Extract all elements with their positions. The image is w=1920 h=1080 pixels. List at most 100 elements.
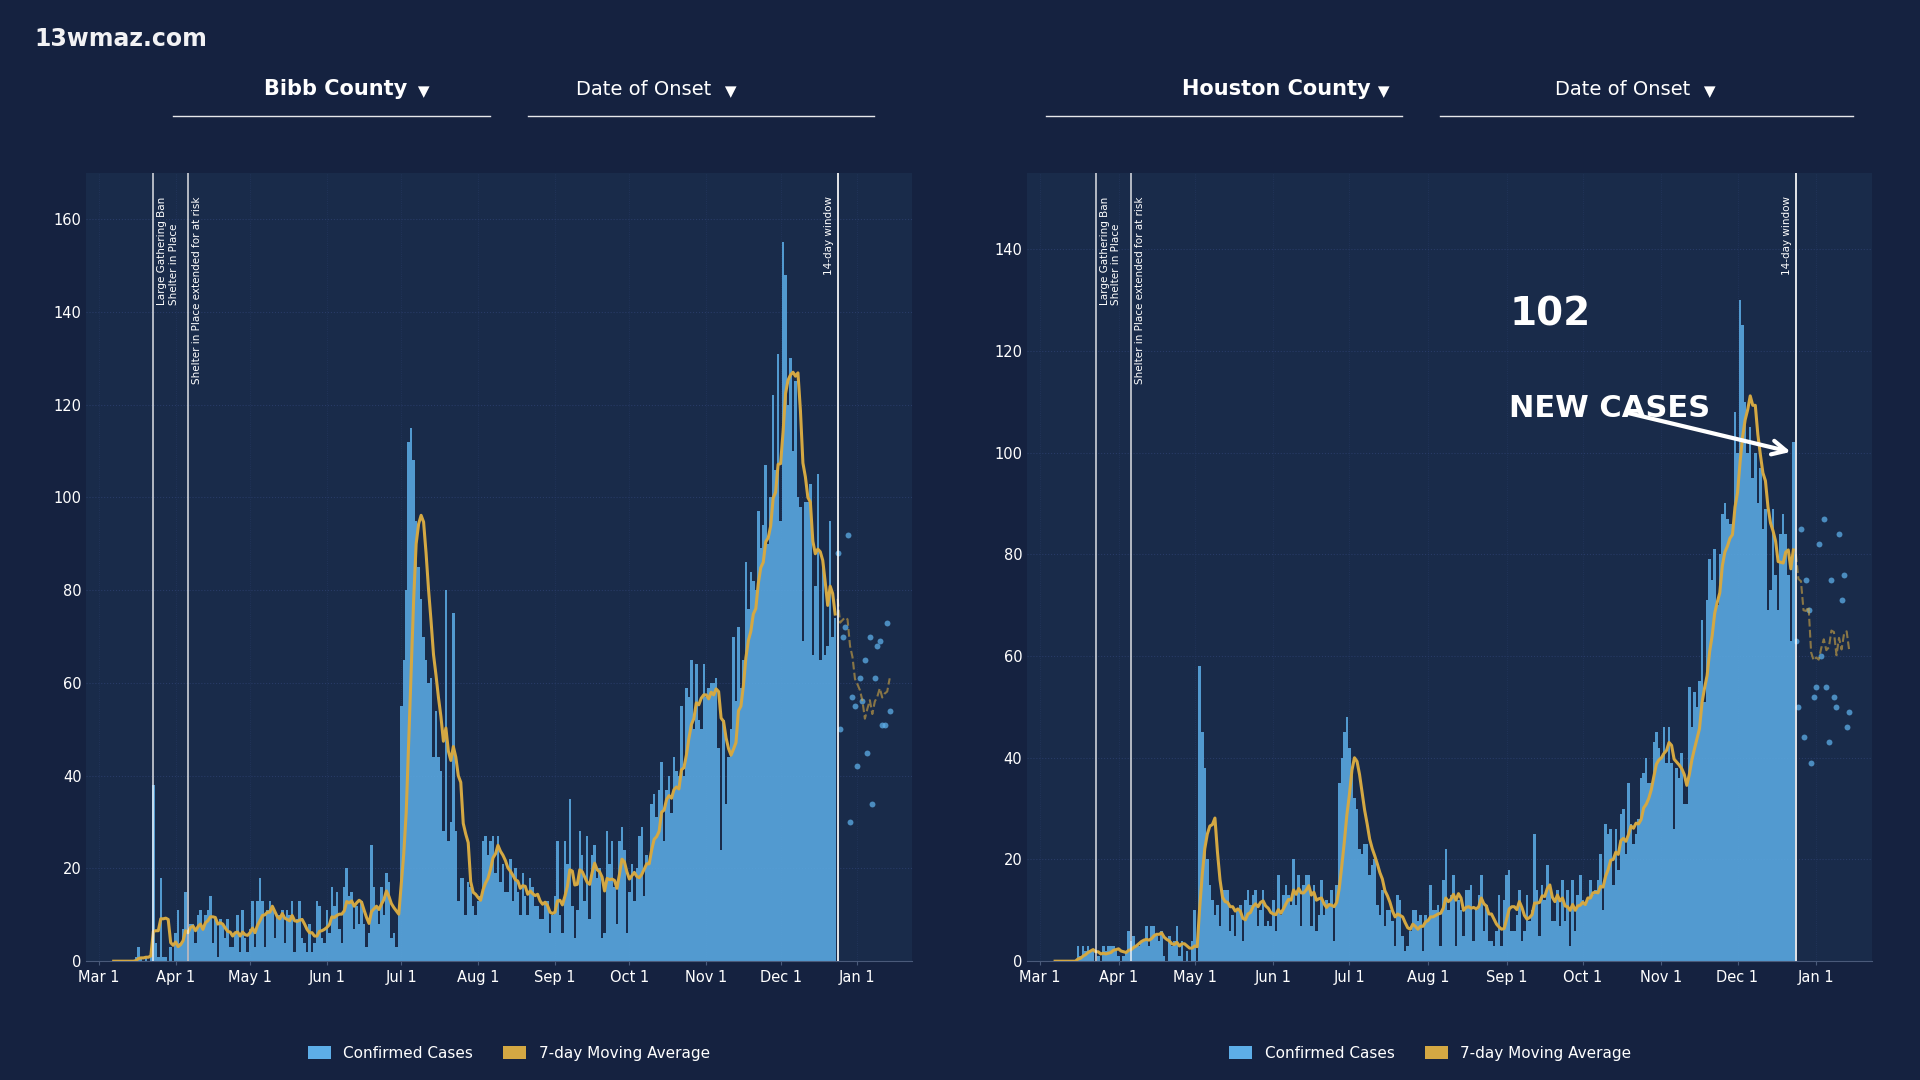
Bar <box>330 887 332 961</box>
Bar <box>459 878 463 961</box>
Bar <box>1221 890 1223 961</box>
Bar <box>804 502 806 961</box>
Bar <box>313 943 315 961</box>
Bar <box>1747 453 1749 961</box>
Bar <box>405 590 407 961</box>
Bar <box>286 910 288 961</box>
Bar <box>1137 946 1140 961</box>
Bar <box>1768 590 1772 961</box>
Bar <box>678 775 680 961</box>
Bar <box>1513 931 1515 961</box>
Bar <box>668 775 670 961</box>
Bar <box>685 688 687 961</box>
Bar <box>365 947 369 961</box>
Bar <box>645 854 647 961</box>
Bar <box>1350 768 1354 961</box>
Bar <box>175 933 177 961</box>
Bar <box>1492 946 1496 961</box>
Bar <box>351 892 353 961</box>
Point <box>837 688 868 705</box>
Bar <box>200 910 202 961</box>
Bar <box>420 599 422 961</box>
Bar <box>422 636 424 961</box>
Bar <box>641 826 643 961</box>
Text: ▼: ▼ <box>1373 84 1390 99</box>
Bar <box>1434 910 1436 961</box>
Bar <box>397 910 399 961</box>
Bar <box>670 813 672 961</box>
Bar <box>1081 946 1085 961</box>
Bar <box>564 840 566 961</box>
Bar <box>1776 610 1780 961</box>
Bar <box>315 901 319 961</box>
Bar <box>653 794 655 961</box>
Bar <box>144 957 148 961</box>
Bar <box>305 951 309 961</box>
Point <box>1807 647 1837 664</box>
Bar <box>407 442 411 961</box>
Bar <box>756 511 760 961</box>
Bar <box>463 878 465 961</box>
Bar <box>1465 890 1467 961</box>
Bar <box>687 697 689 961</box>
Bar <box>403 660 405 961</box>
Bar <box>753 581 755 961</box>
Bar <box>1144 926 1148 961</box>
Bar <box>720 850 722 961</box>
Bar <box>1473 941 1475 961</box>
Bar <box>1444 849 1448 961</box>
Bar <box>1686 804 1688 961</box>
Bar <box>388 882 390 961</box>
Bar <box>601 939 603 961</box>
Bar <box>1638 819 1640 961</box>
Bar <box>1096 956 1100 961</box>
Bar <box>363 924 365 961</box>
Bar <box>1357 849 1361 961</box>
Bar <box>1784 534 1788 961</box>
Bar <box>465 915 467 961</box>
Bar <box>714 678 718 961</box>
Bar <box>1150 926 1152 961</box>
Bar <box>1463 935 1465 961</box>
Bar <box>1599 854 1601 961</box>
Bar <box>1290 905 1292 961</box>
Bar <box>507 892 509 961</box>
Bar <box>1597 880 1599 961</box>
Bar <box>396 947 397 961</box>
Bar <box>1254 890 1258 961</box>
Text: 102: 102 <box>1509 296 1590 334</box>
Bar <box>280 910 284 961</box>
Bar <box>1377 905 1379 961</box>
Bar <box>1590 880 1592 961</box>
Point <box>835 813 866 831</box>
Bar <box>284 943 286 961</box>
Bar <box>440 771 442 961</box>
Point <box>1818 688 1849 705</box>
Bar <box>442 832 445 961</box>
Bar <box>1763 529 1764 961</box>
Bar <box>651 804 653 961</box>
Bar <box>1755 453 1757 961</box>
Bar <box>1523 931 1526 961</box>
Bar <box>1757 503 1759 961</box>
Bar <box>1766 610 1768 961</box>
Bar <box>192 924 194 961</box>
Bar <box>1219 926 1221 961</box>
Point <box>860 670 891 687</box>
Bar <box>586 836 588 961</box>
Bar <box>1703 702 1705 961</box>
Bar <box>1519 890 1521 961</box>
Bar <box>568 799 570 961</box>
Bar <box>1670 762 1672 961</box>
Point <box>826 720 856 738</box>
Bar <box>499 882 501 961</box>
Bar <box>1306 875 1308 961</box>
Bar <box>749 571 753 961</box>
Text: Date of Onset: Date of Onset <box>1555 80 1690 99</box>
Bar <box>1329 905 1331 961</box>
Bar <box>689 660 693 961</box>
Bar <box>169 947 173 961</box>
Point <box>829 619 860 636</box>
Point <box>1786 521 1816 538</box>
Point <box>1811 678 1841 696</box>
